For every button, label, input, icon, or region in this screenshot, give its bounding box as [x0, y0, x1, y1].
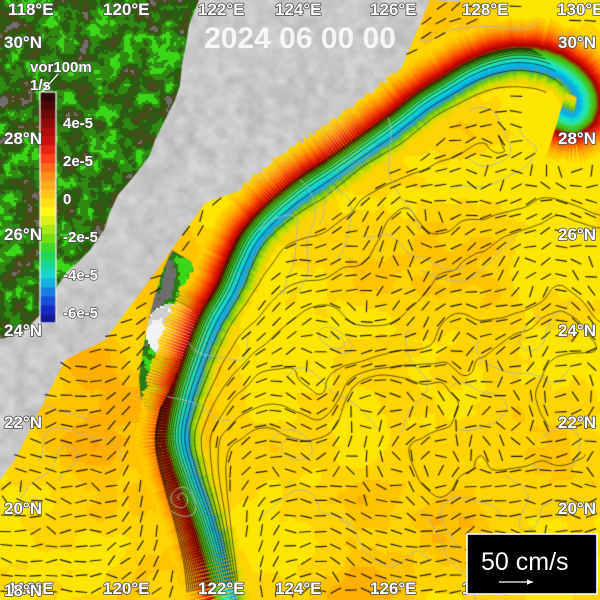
svg-text:22°N: 22°N: [558, 413, 596, 432]
svg-text:50 cm/s: 50 cm/s: [481, 548, 569, 576]
svg-text:20°N: 20°N: [4, 499, 42, 518]
svg-text:26°N: 26°N: [558, 225, 596, 244]
svg-text:-6e-5: -6e-5: [63, 305, 98, 322]
svg-text:18°N: 18°N: [4, 581, 42, 600]
svg-text:120°E: 120°E: [103, 579, 150, 598]
svg-text:2024 06 00 00: 2024 06 00 00: [204, 22, 396, 55]
svg-text:0: 0: [63, 191, 71, 208]
svg-text:128°E: 128°E: [462, 0, 509, 19]
svg-text:118°E: 118°E: [8, 0, 54, 19]
svg-text:4e-5: 4e-5: [63, 115, 93, 132]
svg-text:28°N: 28°N: [558, 129, 596, 148]
svg-text:24°N: 24°N: [558, 321, 596, 340]
svg-text:2e-5: 2e-5: [63, 153, 93, 170]
svg-text:124°E: 124°E: [275, 0, 322, 19]
svg-text:126°E: 126°E: [370, 579, 417, 598]
svg-text:30°N: 30°N: [4, 33, 42, 52]
svg-text:26°N: 26°N: [4, 225, 42, 244]
svg-text:-2e-5: -2e-5: [63, 229, 98, 246]
svg-text:22°N: 22°N: [4, 413, 42, 432]
svg-text:122°E: 122°E: [198, 0, 245, 19]
svg-text:28°N: 28°N: [4, 129, 42, 148]
svg-text:120°E: 120°E: [103, 0, 150, 19]
svg-text:124°E: 124°E: [275, 579, 322, 598]
svg-text:vor100m: vor100m: [30, 59, 92, 76]
svg-text:20°N: 20°N: [558, 499, 596, 518]
svg-text:130°E: 130°E: [557, 0, 600, 19]
svg-text:126°E: 126°E: [370, 0, 417, 19]
svg-text:-4e-5: -4e-5: [63, 267, 98, 284]
svg-text:122°E: 122°E: [198, 579, 245, 598]
svg-text:24°N: 24°N: [4, 321, 42, 340]
svg-text:30°N: 30°N: [558, 33, 596, 52]
